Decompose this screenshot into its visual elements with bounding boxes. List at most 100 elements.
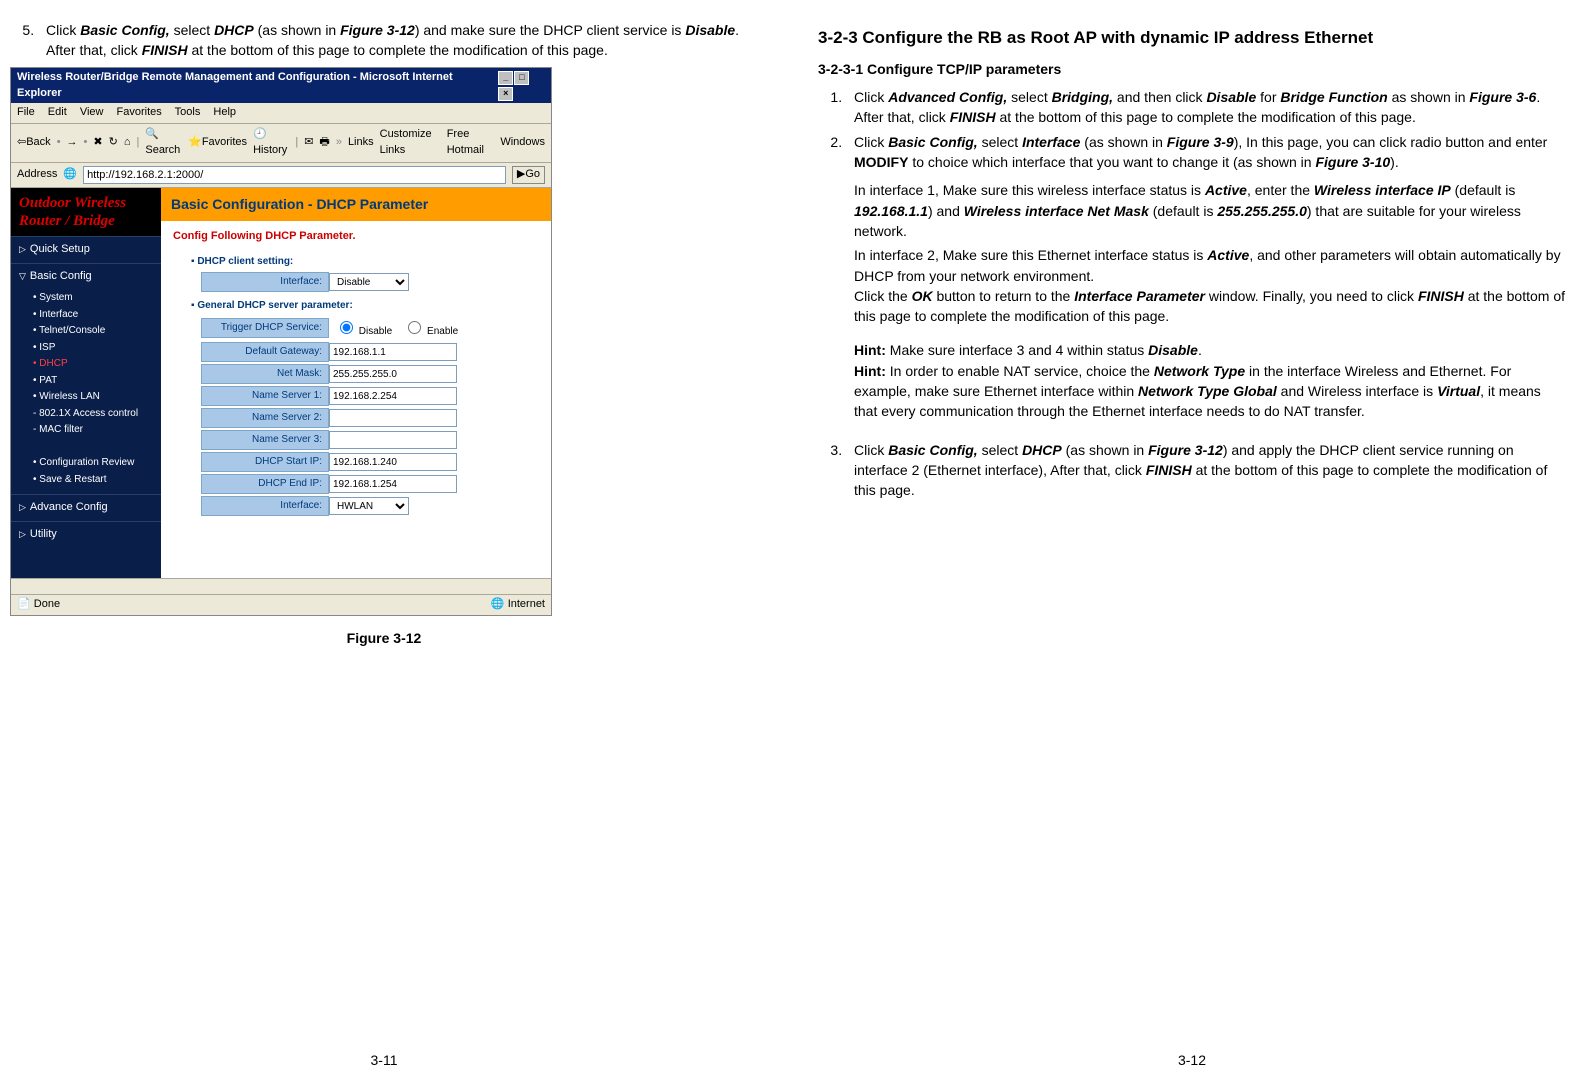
lbl-end: DHCP End IP: <box>201 474 329 494</box>
mail-icon[interactable]: ✉ <box>304 135 313 151</box>
nav-sub-review[interactable]: • Configuration Review <box>11 455 161 472</box>
s2p4-3: Interface Parameter <box>1074 288 1205 304</box>
link-windows[interactable]: Windows <box>500 135 545 151</box>
row-start: DHCP Start IP: <box>161 451 551 473</box>
go-button[interactable]: ▶Go <box>512 166 545 184</box>
stop-icon[interactable]: ✖ <box>93 135 102 151</box>
radio-enable[interactable] <box>408 321 421 334</box>
nav-basic-config[interactable]: ▽Basic Config <box>11 263 161 290</box>
nav-sub-save[interactable]: • Save & Restart <box>11 472 161 489</box>
s2p1-6: ), In this page, you can click radio but… <box>1234 134 1548 150</box>
step2-p3: In interface 2, Make sure this Ethernet … <box>854 245 1566 286</box>
s1-12: at the bottom of this page to complete t… <box>996 109 1416 125</box>
main-subheading: Config Following DHCP Parameter. <box>161 221 551 249</box>
input-nm[interactable] <box>329 365 457 383</box>
window-title: Wireless Router/Bridge Remote Management… <box>17 70 497 102</box>
select-interface2[interactable]: HWLAN <box>329 497 409 515</box>
s1-6: for <box>1256 89 1280 105</box>
nav-advance-config[interactable]: ▷Advance Config <box>11 494 161 521</box>
status-done: 📄 Done <box>17 597 60 613</box>
s2p1-8: to choice which interface that you want … <box>908 154 1315 170</box>
input-ns3[interactable] <box>329 431 457 449</box>
nav-sub-system[interactable]: • System <box>11 290 161 307</box>
step5-t0: Click <box>46 22 80 38</box>
nav-sub-interface[interactable]: • Interface <box>11 307 161 324</box>
refresh-icon[interactable]: ↻ <box>109 135 118 151</box>
nav-sub-mac[interactable]: - MAC filter <box>11 422 161 439</box>
lbl-if2: Interface: <box>201 496 329 516</box>
nav-sub-dhcp[interactable]: • DHCP <box>11 356 161 373</box>
s2p2-7: Wireless interface Net Mask <box>964 203 1149 219</box>
forward-button[interactable]: → <box>67 135 78 151</box>
sidebar-logo: Outdoor Wireless Router / Bridge <box>11 188 161 236</box>
address-input[interactable] <box>83 166 506 184</box>
input-ns2[interactable] <box>329 409 457 427</box>
s3-4: (as shown in <box>1062 442 1148 458</box>
menu-tools[interactable]: Tools <box>175 106 201 118</box>
step2-p2: In interface 1, Make sure this wireless … <box>854 180 1566 241</box>
section-dhcp-server: ▪ General DHCP server parameter: <box>161 293 551 316</box>
search-button[interactable]: 🔍Search <box>145 127 182 159</box>
s3-2: select <box>978 442 1022 458</box>
print-icon[interactable]: 🖶 <box>319 135 329 151</box>
nav-sub-wlan[interactable]: • Wireless LAN <box>11 389 161 406</box>
nav-quick-setup[interactable]: ▷Quick Setup <box>11 236 161 263</box>
menu-edit[interactable]: Edit <box>48 106 67 118</box>
triangle-icon: ▷ <box>19 244 26 254</box>
favorites-button[interactable]: ⭐Favorites <box>188 135 247 151</box>
s2p3-0: In interface 2, Make sure this Ethernet … <box>854 247 1207 263</box>
s1-3: Bridging, <box>1052 89 1113 105</box>
minimize-icon[interactable]: _ <box>498 71 513 85</box>
h2-2: Network Type <box>1154 363 1245 379</box>
menubar: File Edit View Favorites Tools Help <box>11 103 551 124</box>
window-buttons: _□× <box>497 70 545 102</box>
row-ns1: Name Server 1: <box>161 385 551 407</box>
s1-0: Click <box>854 89 888 105</box>
s3-7: FINISH <box>1146 462 1192 478</box>
label-interface: Interface: <box>201 272 329 292</box>
nav-sub-8021x[interactable]: - 802.1X Access control <box>11 406 161 423</box>
input-start[interactable] <box>329 453 457 471</box>
links-label: Links <box>348 135 374 151</box>
nav-utility[interactable]: ▷Utility <box>11 521 161 548</box>
step5-t5: Figure 3-12 <box>340 22 415 38</box>
radio-disable[interactable] <box>340 321 353 334</box>
menu-help[interactable]: Help <box>213 106 236 118</box>
two-page-spread: Click Basic Config, select DHCP (as show… <box>10 20 1566 1070</box>
nav-sub-pat[interactable]: • PAT <box>11 373 161 390</box>
link-hotmail[interactable]: Free Hotmail <box>447 127 495 159</box>
h2-0: Hint: <box>854 363 886 379</box>
subsection-heading: 3-2-3-1 Configure TCP/IP parameters <box>818 59 1566 79</box>
triangle-icon2: ▷ <box>19 502 26 512</box>
maximize-icon[interactable]: □ <box>514 71 529 85</box>
horizontal-scrollbar[interactable] <box>11 578 551 594</box>
input-end[interactable] <box>329 475 457 493</box>
s1-1: Advanced Config, <box>888 89 1007 105</box>
input-ns1[interactable] <box>329 387 457 405</box>
s1-7: Bridge Function <box>1280 89 1387 105</box>
step-5: Click Basic Config, select DHCP (as show… <box>38 20 758 61</box>
h1-1: Make sure interface 3 and 4 within statu… <box>886 342 1148 358</box>
menu-view[interactable]: View <box>80 106 104 118</box>
main-panel: Basic Configuration - DHCP Parameter Con… <box>161 188 551 578</box>
step5-t2: select <box>170 22 214 38</box>
close-icon[interactable]: × <box>498 87 513 101</box>
menu-favorites[interactable]: Favorites <box>117 106 162 118</box>
toolbar-sep5: » <box>336 135 342 151</box>
menu-file[interactable]: File <box>17 106 35 118</box>
nav-sub-isp[interactable]: • ISP <box>11 340 161 357</box>
lbl-ns3: Name Server 3: <box>201 430 329 450</box>
row-end: DHCP End IP: <box>161 473 551 495</box>
s2p2-0: In interface 1, Make sure this wireless … <box>854 182 1205 198</box>
back-button[interactable]: ⇦Back <box>17 135 51 151</box>
step-3: Click Basic Config, select DHCP (as show… <box>846 440 1566 501</box>
s1-11: FINISH <box>950 109 996 125</box>
nav-sub-telnet[interactable]: • Telnet/Console <box>11 323 161 340</box>
s2p4-5: FINISH <box>1418 288 1464 304</box>
link-customize[interactable]: Customize Links <box>380 127 441 159</box>
home-icon[interactable]: ⌂ <box>124 135 131 151</box>
input-gw[interactable] <box>329 343 457 361</box>
history-button[interactable]: 🕘History <box>253 127 289 159</box>
main-heading: Basic Configuration - DHCP Parameter <box>161 188 551 220</box>
select-interface[interactable]: Disable <box>329 273 409 291</box>
